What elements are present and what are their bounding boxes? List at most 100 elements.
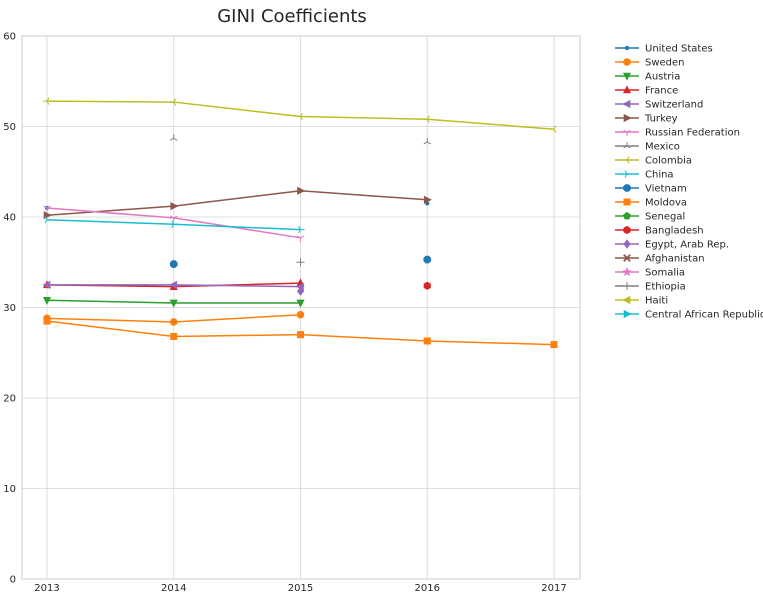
legend-marker (623, 211, 631, 220)
legend-label: Afghanistan (645, 254, 705, 265)
legend-label: Somalia (645, 268, 685, 279)
series-13 (423, 281, 431, 290)
series-4 (42, 280, 304, 291)
legend-label: Russian Federation (645, 128, 740, 139)
legend-marker (623, 225, 631, 235)
legend-entry: Moldova (615, 198, 687, 209)
legend-entry: Central African Republic (615, 310, 763, 321)
legend: United States Sweden Austria France Switzerl… (615, 44, 763, 321)
legend-marker (622, 295, 631, 305)
data-point (169, 299, 178, 308)
legend-entry: Senegal (615, 212, 685, 223)
series-8 (43, 97, 557, 133)
data-point (169, 280, 178, 289)
data-point (170, 215, 178, 222)
data-point (550, 125, 557, 133)
legend-marker (623, 58, 631, 66)
legend-label: Central African Republic (645, 310, 763, 321)
legend-label: Senegal (645, 212, 685, 223)
legend-marker (622, 72, 632, 81)
data-point (296, 299, 305, 308)
data-point (43, 97, 50, 105)
data-point (550, 341, 558, 349)
data-point (423, 195, 432, 204)
x-tick-label: 2017 (541, 583, 566, 594)
legend-entry: Afghanistan (615, 254, 705, 265)
data-point (42, 280, 51, 289)
series-14 (296, 286, 305, 296)
y-tick-label: 60 (3, 32, 16, 43)
legend-entry: Vietnam (615, 184, 687, 195)
legend-marker (624, 45, 630, 51)
data-point (43, 205, 51, 212)
series-2 (42, 296, 305, 308)
legend-label: United States (645, 44, 713, 55)
legend-marker (623, 142, 631, 149)
legend-entry: Bangladesh (615, 226, 704, 237)
series-5 (43, 186, 432, 220)
legend-entry: Egypt, Arab Rep. (615, 239, 729, 251)
legend-entry: Haiti (615, 296, 668, 307)
legend-marker (623, 254, 631, 262)
legend-label: France (645, 86, 678, 97)
legend-marker (623, 113, 632, 123)
series-10 (169, 255, 432, 268)
legend-marker (623, 156, 630, 164)
legend-label: Bangladesh (645, 226, 704, 237)
series-group (42, 97, 558, 349)
legend-entry: Somalia (615, 266, 685, 279)
data-point (296, 286, 305, 296)
legend-label: Ethiopia (645, 282, 686, 293)
data-point (169, 98, 177, 106)
x-tick-label: 2015 (288, 583, 313, 594)
y-tick-label: 20 (3, 394, 16, 405)
series-17 (296, 258, 305, 267)
legend-label: Vietnam (645, 184, 687, 195)
data-point (171, 220, 178, 228)
series-6 (43, 205, 305, 242)
y-tick-label: 40 (3, 213, 16, 224)
plot-area-border (21, 35, 581, 580)
data-point (170, 134, 178, 141)
legend-marker (622, 99, 631, 109)
x-axis-ticks: 2013 2014 2015 2016 2017 (34, 583, 566, 594)
legend-label: Egypt, Arab Rep. (645, 240, 729, 251)
data-point (297, 186, 306, 195)
data-point (296, 310, 305, 319)
legend-entry: China (615, 170, 674, 181)
legend-marker (622, 266, 632, 277)
data-point (423, 281, 431, 290)
legend-marker (623, 239, 631, 249)
legend-label: Haiti (645, 296, 668, 307)
y-axis-ticks: 0 10 20 30 40 50 60 (3, 32, 16, 586)
data-point (43, 211, 52, 220)
data-point (170, 202, 179, 211)
data-point (423, 337, 431, 345)
legend-marker (624, 170, 631, 178)
data-point (296, 258, 305, 267)
legend-entry: Turkey (615, 114, 678, 125)
data-point (169, 318, 178, 326)
legend-entry: United States (615, 44, 713, 55)
y-tick-label: 0 (10, 575, 16, 586)
x-tick-label: 2014 (161, 583, 186, 594)
data-point (43, 317, 51, 325)
legend-entry: Sweden (615, 58, 685, 69)
series-line (46, 190, 428, 216)
data-point (423, 255, 432, 264)
legend-label: Austria (645, 72, 680, 83)
data-point (423, 115, 430, 123)
legend-label: Mexico (645, 142, 680, 153)
y-tick-label: 10 (3, 484, 16, 495)
legend-entry: Switzerland (615, 100, 703, 111)
data-point (169, 260, 178, 268)
data-point (296, 331, 304, 339)
series-7 (170, 134, 431, 145)
x-tick-label: 2013 (34, 583, 59, 594)
data-point (423, 137, 431, 145)
series-11 (43, 317, 558, 349)
legend-label: Sweden (645, 58, 685, 69)
data-point (298, 225, 305, 234)
legend-entry: Austria (615, 72, 680, 83)
legend-entry: Mexico (615, 142, 680, 153)
